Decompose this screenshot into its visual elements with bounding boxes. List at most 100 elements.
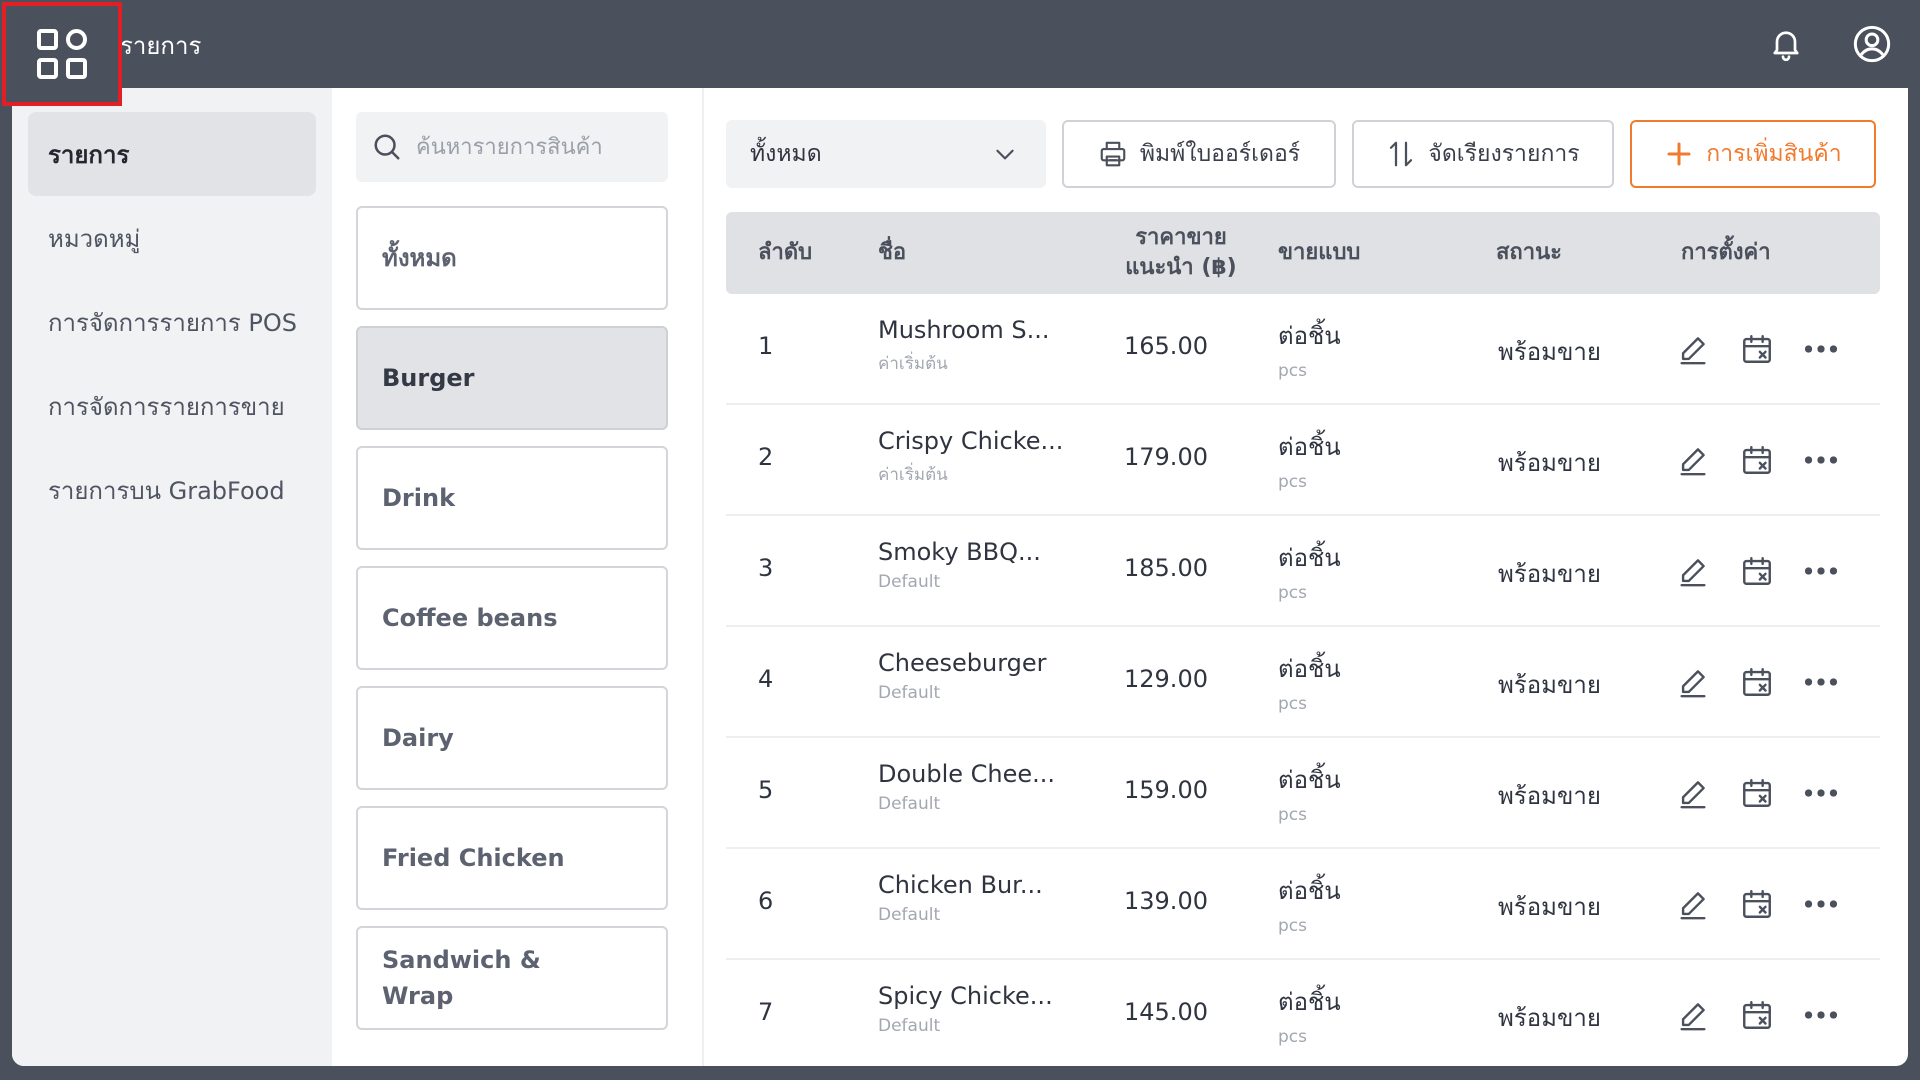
category-drink[interactable]: Drink <box>356 446 668 550</box>
more-icon[interactable] <box>1804 998 1838 1032</box>
row-name-cell: Chicken Bur... Default <box>878 871 1043 925</box>
user-circle-icon[interactable] <box>1852 24 1892 64</box>
sidebar: รายการ หมวดหมู่ การจัดการรายการ POS การจ… <box>12 88 332 1066</box>
row-sell-type: ต่อชิ้น <box>1278 322 1341 350</box>
more-icon[interactable] <box>1804 554 1838 588</box>
plus-icon <box>1667 142 1691 166</box>
calendar-x-icon[interactable] <box>1740 776 1774 810</box>
edit-icon[interactable] <box>1676 887 1710 921</box>
row-sell-type: ต่อชิ้น <box>1278 988 1341 1016</box>
sidebar-item-sales-management[interactable]: การจัดการรายการขาย <box>28 364 316 448</box>
row-index: 2 <box>758 443 774 471</box>
calendar-x-icon[interactable] <box>1740 443 1774 477</box>
row-variant: Default <box>878 794 941 814</box>
filter-value: ทั้งหมด <box>750 141 822 167</box>
row-index: 4 <box>758 665 774 693</box>
edit-icon[interactable] <box>1676 998 1710 1032</box>
sidebar-item-categories[interactable]: หมวดหมู่ <box>28 196 316 280</box>
header-settings: การตั้งค่า <box>1681 240 1771 265</box>
row-index: 6 <box>758 887 774 915</box>
table-header: ลำดับ ชื่อ ราคาขาย แนะนำ (฿) ขายแบบ สถาน… <box>726 212 1880 294</box>
more-icon[interactable] <box>1804 776 1838 810</box>
table-row[interactable]: 7 Spicy Chicke... Default 145.00 ต่อชิ้น pcs พ… <box>726 960 1880 1066</box>
row-name-cell: Double Chee... Default <box>878 760 1055 814</box>
row-name: Double Chee... <box>878 760 1056 788</box>
edit-icon[interactable] <box>1676 776 1710 810</box>
sidebar-item-label: รายการ <box>48 140 130 169</box>
edit-icon[interactable] <box>1676 332 1710 366</box>
edit-icon[interactable] <box>1676 554 1710 588</box>
calendar-x-icon[interactable] <box>1740 665 1774 699</box>
row-name: Chicken Bur... <box>878 871 1043 899</box>
category-label: Drink <box>382 484 456 512</box>
more-icon[interactable] <box>1804 443 1838 477</box>
apps-menu-button[interactable] <box>2 2 122 106</box>
bell-icon[interactable] <box>1768 24 1804 64</box>
sidebar-item-items[interactable]: รายการ <box>28 112 316 196</box>
table-row[interactable]: 3 Smoky BBQ... Default 185.00 ต่อชิ้น pcs พร้อ… <box>726 516 1880 627</box>
sidebar-item-label: การจัดการรายการ POS <box>48 308 297 337</box>
more-icon[interactable] <box>1804 665 1838 699</box>
add-product-label: การเพิ่มสินค้า <box>1706 141 1842 167</box>
row-sell-cell: ต่อชิ้น pcs <box>1278 871 1341 936</box>
add-product-button[interactable]: การเพิ่มสินค้า <box>1630 120 1876 188</box>
category-label: Dairy <box>382 724 454 752</box>
row-price: 179.00 <box>1124 443 1208 471</box>
category-all[interactable]: ทั้งหมด <box>356 206 668 310</box>
row-unit: pcs <box>1278 916 1307 936</box>
category-label: ทั้งหมด <box>382 244 457 272</box>
top-bar: รายการ <box>0 0 1920 88</box>
more-icon[interactable] <box>1804 887 1838 921</box>
category-dairy[interactable]: Dairy <box>356 686 668 790</box>
table-row[interactable]: 2 Crispy Chicke... ค่าเริ่มต้น 179.00 ต่อชิ้… <box>726 405 1880 516</box>
header-index: ลำดับ <box>758 240 813 265</box>
header-price-line1: ราคาขาย <box>1135 225 1227 250</box>
row-name: Crispy Chicke... <box>878 427 1064 455</box>
calendar-x-icon[interactable] <box>1740 332 1774 366</box>
category-fried-chicken[interactable]: Fried Chicken <box>356 806 668 910</box>
category-burger[interactable]: Burger <box>356 326 668 430</box>
row-status: พร้อมขาย <box>1498 671 1601 699</box>
sort-items-label: จัดเรียงรายการ <box>1428 141 1580 167</box>
row-unit: pcs <box>1278 472 1307 492</box>
more-icon[interactable] <box>1804 332 1838 366</box>
row-price: 185.00 <box>1124 554 1208 582</box>
row-sell-cell: ต่อชิ้น pcs <box>1278 982 1341 1047</box>
edit-icon[interactable] <box>1676 665 1710 699</box>
category-coffee-beans[interactable]: Coffee beans <box>356 566 668 670</box>
sort-items-button[interactable]: จัดเรียงรายการ <box>1352 120 1614 188</box>
table-row[interactable]: 5 Double Chee... Default 159.00 ต่อชิ้น pcs พร… <box>726 738 1880 849</box>
header-name: ชื่อ <box>878 240 907 265</box>
row-price: 159.00 <box>1124 776 1208 804</box>
search-input[interactable] <box>416 134 656 160</box>
sidebar-item-pos-management[interactable]: การจัดการรายการ POS <box>28 280 316 364</box>
print-order-button[interactable]: พิมพ์ใบออร์เดอร์ <box>1062 120 1336 188</box>
row-name-cell: Spicy Chicke... Default <box>878 982 1053 1036</box>
sidebar-item-grabfood[interactable]: รายการบน GrabFood <box>28 448 316 532</box>
row-sell-type: ต่อชิ้น <box>1278 544 1341 572</box>
table-row[interactable]: 4 Cheeseburger Default 129.00 ต่อชิ้น pcs พร้อ… <box>726 627 1880 738</box>
printer-icon <box>1100 141 1126 167</box>
calendar-x-icon[interactable] <box>1740 998 1774 1032</box>
row-variant: Default <box>878 572 941 592</box>
row-index: 5 <box>758 776 774 804</box>
row-sell-type: ต่อชิ้น <box>1278 655 1341 683</box>
calendar-x-icon[interactable] <box>1740 554 1774 588</box>
edit-icon[interactable] <box>1676 443 1710 477</box>
row-price: 129.00 <box>1124 665 1208 693</box>
table-row[interactable]: 1 Mushroom S... ค่าเริ่มต้น 165.00 ต่อชิ้น pc… <box>726 294 1880 405</box>
row-name: Mushroom S... <box>878 316 1050 344</box>
row-unit: pcs <box>1278 361 1307 381</box>
category-filter-select[interactable]: ทั้งหมด <box>726 120 1046 188</box>
category-sandwich-wrap[interactable]: Sandwich & Wrap <box>356 926 668 1030</box>
row-name: Cheeseburger <box>878 649 1047 677</box>
category-panel: ทั้งหมด Burger Drink Coffee beans Dairy … <box>332 88 704 1066</box>
row-status: พร้อมขาย <box>1498 782 1601 810</box>
table-row[interactable]: 6 Chicken Bur... Default 139.00 ต่อชิ้น pcs พร… <box>726 849 1880 960</box>
category-label: Coffee beans <box>382 604 558 632</box>
row-name-cell: Mushroom S... ค่าเริ่มต้น <box>878 316 1049 377</box>
calendar-x-icon[interactable] <box>1740 887 1774 921</box>
row-sell-type: ต่อชิ้น <box>1278 766 1341 794</box>
row-sell-type: ต่อชิ้น <box>1278 433 1341 461</box>
row-status: พร้อมขาย <box>1498 560 1601 588</box>
